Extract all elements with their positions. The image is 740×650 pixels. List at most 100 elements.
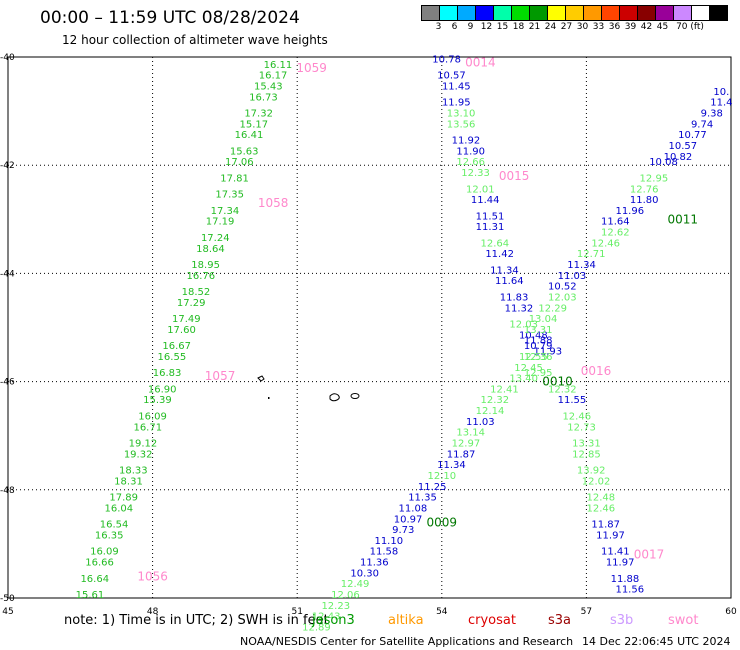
wave-height-label: 18.64	[196, 244, 225, 255]
wave-height-label: 12.73	[567, 422, 596, 433]
wave-height-label: 12.29	[538, 303, 567, 314]
wave-height-label: 11.87	[591, 520, 620, 531]
wave-height-label: 19.12	[129, 439, 158, 450]
wave-height-label: 11.95	[442, 98, 471, 109]
wave-height-label: 16.71	[133, 422, 162, 433]
legend-cryosat: cryosat	[468, 613, 516, 628]
wave-height-label: 12.62	[601, 228, 630, 239]
wave-height-label: 12.89	[302, 622, 331, 633]
wave-height-label: 13.04	[529, 314, 558, 325]
wave-height-label: 13.56	[447, 119, 476, 130]
wave-height-label: 11.34	[490, 265, 519, 276]
lat-tick-label: -44	[0, 269, 15, 279]
wave-height-label: 12.95	[524, 368, 553, 379]
wave-height-label: 11.64	[495, 276, 524, 287]
legend-jason3: jason3	[312, 613, 355, 628]
island-outline	[257, 375, 265, 382]
footer-note: note: 1) Time is in UTC; 2) SWH is in fe…	[64, 613, 329, 628]
wave-height-label: 11.34	[437, 460, 466, 471]
wave-height-label: 17.24	[201, 233, 230, 244]
wave-height-label: 12.03	[548, 292, 577, 303]
wave-height-label: 17.32	[244, 109, 273, 120]
wave-height-label: 16.73	[249, 92, 278, 103]
island-outline	[350, 393, 360, 399]
wave-height-label: 13.40	[509, 374, 538, 385]
wave-height-label: 11.10	[374, 536, 403, 547]
wave-height-label: 13.10	[447, 109, 476, 120]
pass-number-label: 1059	[296, 61, 327, 75]
wave-height-label: 11.4	[710, 98, 732, 109]
pass-number-label: 0017	[634, 548, 665, 562]
scale-label: 15	[496, 22, 509, 32]
wave-height-label: 10.78	[432, 54, 461, 65]
wave-height-label: 12.46	[591, 238, 620, 249]
wave-height-label: 15.17	[239, 119, 268, 130]
scale-label: 42	[640, 22, 653, 32]
wave-height-label: 11.42	[485, 249, 514, 260]
scale-label: 30	[576, 22, 589, 32]
wave-height-label: 12.10	[427, 471, 456, 482]
wave-height-label: 12.33	[461, 168, 490, 179]
scale-label: 36	[608, 22, 621, 32]
lat-tick-label: -40	[0, 53, 15, 63]
scale-label: 27	[560, 22, 573, 32]
island-outline	[329, 393, 340, 402]
wave-height-label: 17.35	[215, 190, 244, 201]
legend-s3a: s3a	[548, 613, 572, 628]
wave-height-label: 18.52	[182, 287, 211, 298]
scale-swatch	[709, 5, 728, 21]
scale-label: 9	[467, 22, 474, 32]
wave-height-label: 12.64	[480, 238, 509, 249]
wave-height-label: 16.11	[264, 60, 293, 71]
wave-height-label: 11.44	[471, 195, 500, 206]
wave-height-label: 11.90	[456, 146, 485, 157]
pass-number-label: 0009	[427, 515, 458, 529]
pass-number-label: 0011	[668, 212, 699, 226]
wave-height-label: 11.31	[476, 222, 505, 233]
wave-height-label: 9.74	[691, 119, 713, 130]
pass-number-label: 0016	[581, 364, 612, 378]
wave-height-label: 10.57	[437, 71, 466, 82]
wave-height-label: 12.97	[452, 439, 481, 450]
wave-height-label: 13.14	[456, 428, 485, 439]
wave-height-label: 12.36	[524, 352, 553, 363]
wave-height-label: 12.01	[466, 184, 495, 195]
pass-number-label: 0010	[542, 375, 573, 389]
wave-height-label: 16.83	[153, 368, 182, 379]
wave-height-label: 11.34	[567, 260, 596, 271]
wave-height-label: 17.49	[172, 314, 201, 325]
wave-height-label: 17.19	[206, 217, 235, 228]
legend-altika: altika	[388, 613, 424, 628]
wave-height-label: 16.66	[85, 558, 114, 569]
wave-height-label: 12.02	[582, 476, 611, 487]
wave-height-label: 12.49	[341, 579, 370, 590]
wave-height-label: 12.14	[476, 406, 505, 417]
wave-height-label: 16.54	[100, 520, 129, 531]
wave-height-label: 15.43	[254, 81, 283, 92]
wave-height-label: 11.45	[442, 81, 471, 92]
scale-label: 18	[512, 22, 525, 32]
scale-label: 3	[435, 22, 442, 32]
wave-height-label: 13.92	[577, 466, 606, 477]
wave-height-label: 9.38	[701, 109, 723, 120]
lat-tick-label: -42	[0, 161, 15, 171]
scale-label: 33	[592, 22, 605, 32]
wave-height-label: 11.92	[452, 136, 481, 147]
map-title: 00:00 – 11:59 UTC 08/28/2024	[40, 8, 300, 28]
wave-height-label: 16.04	[105, 503, 134, 514]
wave-height-label: 11.41	[601, 547, 630, 558]
wave-height-label: 10.	[713, 87, 729, 98]
wave-height-label: 10.97	[394, 514, 423, 525]
scale-label: 70 (ft)	[676, 22, 704, 32]
wave-height-label: 11.35	[408, 493, 437, 504]
wave-height-label: 10.52	[548, 282, 577, 293]
lon-tick-label: 51	[291, 607, 302, 617]
wave-height-label: 16.64	[80, 574, 109, 585]
